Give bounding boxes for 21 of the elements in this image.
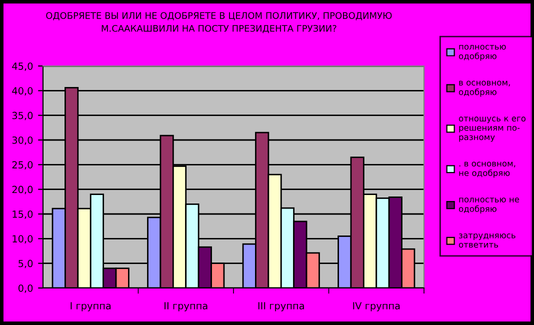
y-tick-label: 15,0 xyxy=(12,210,33,219)
x-tick-label: III группа xyxy=(258,302,304,312)
x-tick-label: I группа xyxy=(70,302,111,312)
y-tick-label: 35,0 xyxy=(12,112,33,120)
y-tick-label: 25,0 xyxy=(12,161,33,170)
y-tick-label: 45,0 xyxy=(12,62,33,71)
legend-label: затрудняюсь ответить xyxy=(458,234,516,248)
legend-label: полностью не одобряю xyxy=(458,198,520,214)
y-tick-label: 0,0 xyxy=(18,284,33,293)
y-tick-label: 20,0 xyxy=(12,186,33,194)
y-tick-label: 30,0 xyxy=(12,136,33,145)
legend-label: полностью одобряю xyxy=(458,44,506,61)
x-tick-label: IV группа xyxy=(353,302,400,312)
chart-title: ОДОБРЯЕТЕ ВЫ ИЛИ НЕ ОДОБРЯЕТЕ В ЦЕЛОМ ПОЛИТИКУ, ПРОВОДИМУЮ М.СААКАШВИЛИ НА ПОСТУ ПРЕЗИДЕНТА ГРУЗИИ? xyxy=(46,12,392,34)
x-tick-label: II группа xyxy=(164,302,208,312)
legend-label: в основном, одобряю xyxy=(458,80,510,97)
legend-label: отношусь к его решениям по- разному xyxy=(458,116,526,142)
legend-label: . в основном, не одобряю xyxy=(459,162,516,178)
y-tick-label: 40,0 xyxy=(12,87,33,96)
y-tick-label: 10,0 xyxy=(12,235,33,244)
y-tick-label: 5,0 xyxy=(18,260,33,268)
